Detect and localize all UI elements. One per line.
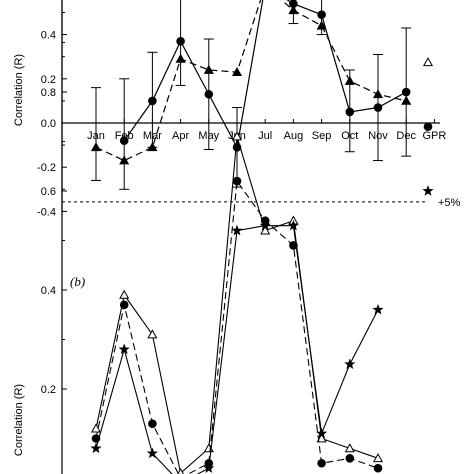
series-marker-triangle — [203, 64, 214, 74]
series-marker-star — [90, 442, 102, 454]
series-marker-triangle — [260, 225, 271, 235]
panel-label: (b) — [70, 274, 85, 289]
series-marker-star — [118, 343, 130, 355]
series-marker-circle — [148, 96, 157, 106]
series-marker-triangle — [147, 329, 158, 339]
series-marker-circle — [148, 419, 157, 428]
series-marker-circle — [317, 10, 326, 20]
y-tick-label: 0.8 — [41, 87, 56, 99]
series-marker-star — [231, 224, 243, 236]
series-marker-circle — [232, 176, 242, 186]
series-marker-circle — [401, 87, 411, 97]
series-marker-triangle — [90, 142, 102, 152]
series-marker-star — [316, 427, 328, 439]
panel-b: 0.20.40.60.81.0Correlation (R)(b)+5% — [13, 0, 461, 474]
series-marker-triangle — [401, 95, 412, 105]
series-marker-star — [203, 462, 215, 473]
series-line-0 — [123, 0, 407, 150]
series-marker-triangle — [231, 131, 243, 141]
series-marker-triangle — [119, 155, 130, 165]
legend-marker-triangle — [422, 57, 434, 67]
y-axis-title: Correlation (R) — [13, 384, 25, 456]
x-tick-label: Aug — [284, 130, 304, 142]
series-marker-circle — [119, 300, 129, 310]
series-marker-triangle — [344, 443, 355, 453]
y-tick-label: -0.2 — [37, 162, 56, 174]
legend-marker-star — [422, 185, 434, 196]
y-axis-title: Correlation (R) — [13, 54, 25, 126]
x-tick-label: Jul — [258, 130, 272, 142]
series-marker-triangle — [175, 53, 186, 63]
series-marker-circle — [119, 136, 129, 145]
series-marker-circle — [345, 454, 355, 463]
x-tick-label: Sep — [312, 130, 332, 142]
series-marker-triangle — [177, 467, 184, 474]
y-tick-label: -0.4 — [37, 206, 56, 218]
series-marker-triangle — [372, 453, 384, 463]
series-marker-star — [344, 358, 356, 369]
threshold-label: +5% — [438, 197, 461, 209]
series-marker-star — [287, 219, 299, 231]
series-marker-circle — [345, 107, 355, 117]
series-marker-triangle — [147, 142, 158, 152]
series-marker-circle — [176, 36, 185, 46]
y-tick-label: 0.4 — [41, 285, 56, 297]
series-marker-circle — [373, 103, 383, 112]
series-marker-triangle — [344, 75, 355, 85]
y-tick-label: 0.2 — [41, 384, 56, 396]
series-marker-star — [146, 447, 158, 459]
series-marker-triangle — [372, 89, 384, 99]
y-tick-label: 0.4 — [41, 30, 56, 42]
series-line-1 — [95, 179, 379, 474]
series-marker-triangle — [316, 433, 327, 443]
series-marker-circle — [373, 463, 383, 473]
series-marker-circle — [317, 458, 326, 468]
series-marker-triangle — [316, 20, 327, 30]
series-line-2 — [95, 225, 379, 474]
x-tick-label: Apr — [172, 130, 189, 142]
y-tick-label: 0.0 — [41, 118, 56, 130]
series-marker-triangle — [231, 66, 243, 77]
series-marker-triangle — [288, 5, 299, 15]
series-marker-circle — [204, 89, 214, 99]
y-tick-label: 0.2 — [41, 74, 56, 86]
series-marker-star — [372, 303, 384, 315]
legend-marker-circle — [423, 122, 433, 131]
series-line-1 — [95, 0, 407, 162]
y-tick-label: 0.6 — [41, 186, 56, 198]
series-marker-triangle — [90, 423, 102, 433]
series-marker-star — [259, 219, 271, 231]
series-marker-triangle — [119, 289, 130, 299]
x-tick-label: GPR — [422, 130, 446, 142]
